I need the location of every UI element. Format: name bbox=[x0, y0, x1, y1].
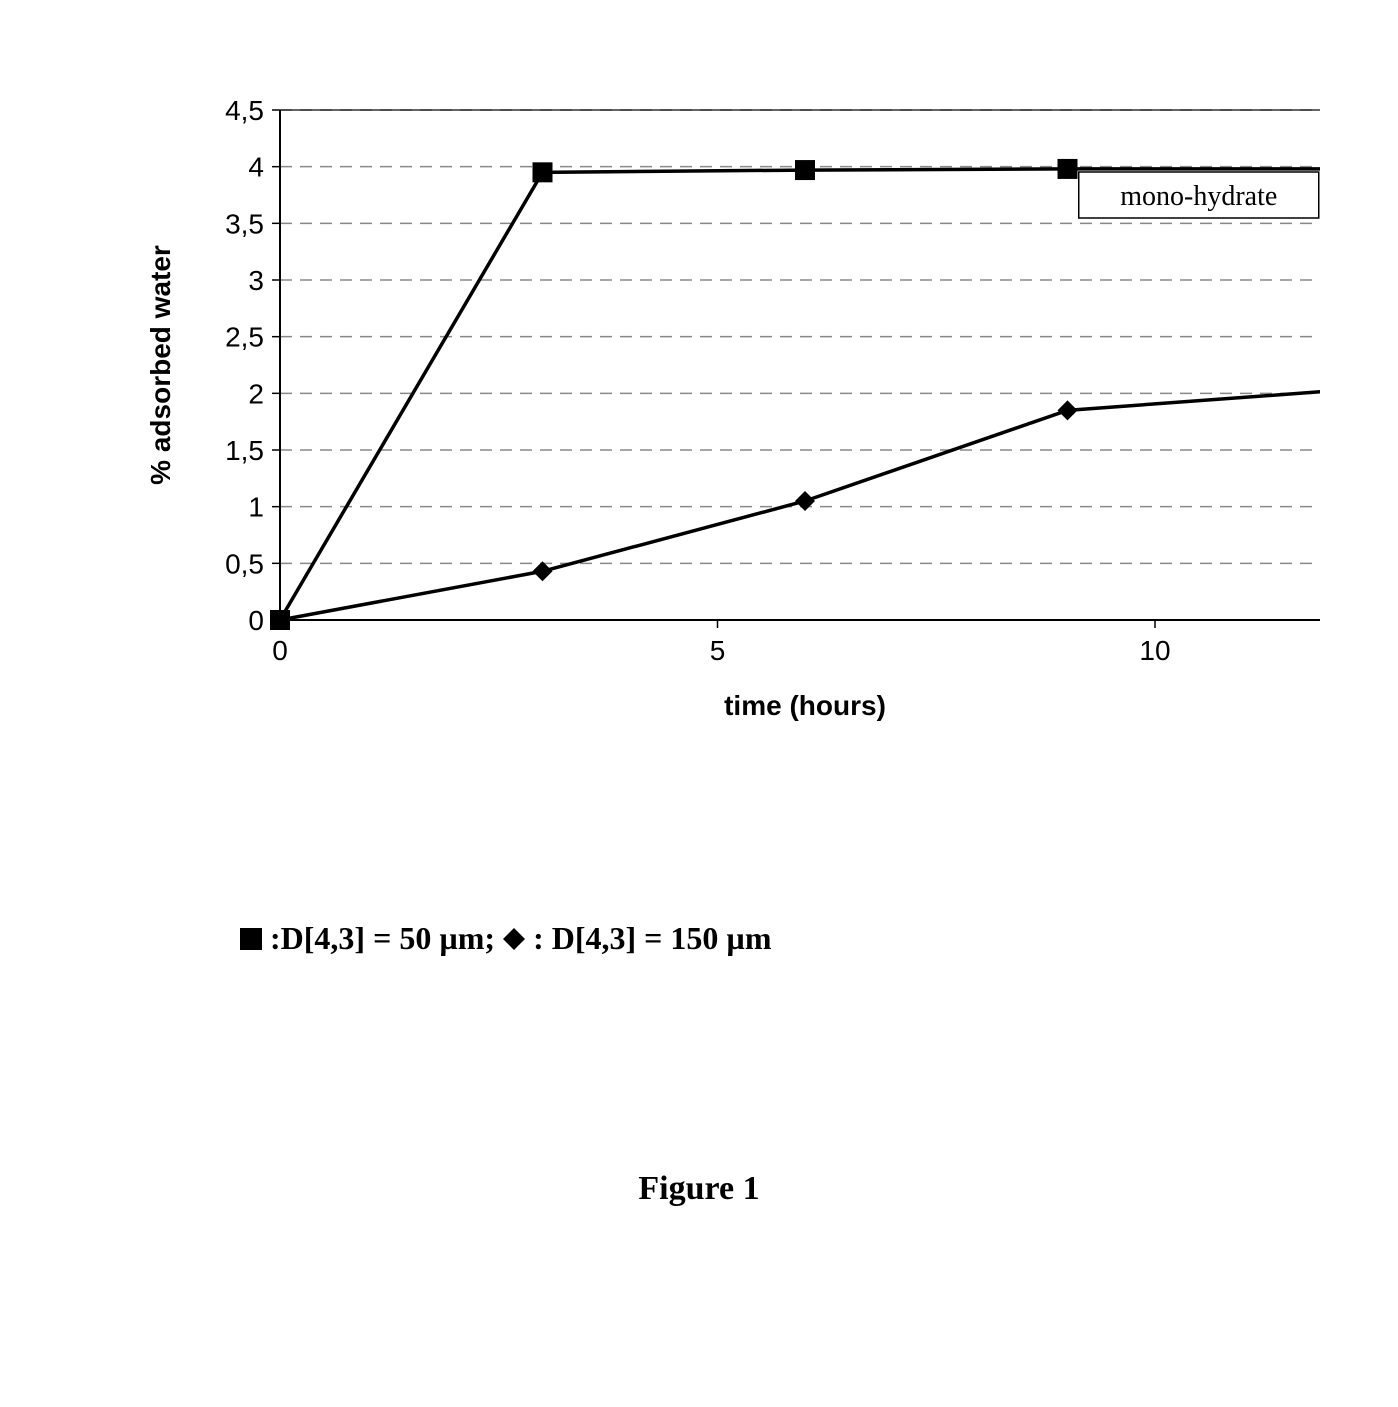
svg-text:% adsorbed water: % adsorbed water bbox=[145, 245, 176, 485]
svg-text:time (hours): time (hours) bbox=[724, 690, 886, 721]
svg-text:0: 0 bbox=[248, 605, 264, 636]
square-marker-icon bbox=[240, 928, 262, 950]
svg-text:0: 0 bbox=[272, 635, 288, 666]
diamond-marker-icon bbox=[503, 928, 525, 950]
svg-text:5: 5 bbox=[710, 635, 726, 666]
legend-text-1: :D[4,3] = 50 µm; bbox=[270, 920, 495, 957]
svg-text:3: 3 bbox=[248, 265, 264, 296]
svg-text:10: 10 bbox=[1139, 635, 1170, 666]
chart-area: 0 0,5 1 1,5 2 2,5 3 3,5 4 4,5 0 5 10 time (hours) % ad… bbox=[120, 80, 1320, 780]
legend-line: :D[4,3] = 50 µm; : D[4,3] = 150 µm bbox=[240, 920, 771, 957]
figure-title: Figure 1 bbox=[40, 1170, 1358, 1208]
svg-text:2,5: 2,5 bbox=[225, 322, 264, 353]
svg-text:1,5: 1,5 bbox=[225, 435, 264, 466]
svg-text:4,5: 4,5 bbox=[225, 95, 264, 126]
svg-text:1: 1 bbox=[248, 492, 264, 523]
svg-text:2: 2 bbox=[248, 378, 264, 409]
svg-text:mono-hydrate: mono-hydrate bbox=[1120, 181, 1277, 212]
svg-text:4: 4 bbox=[248, 152, 264, 183]
legend-text-2: : D[4,3] = 150 µm bbox=[533, 920, 771, 957]
svg-text:3,5: 3,5 bbox=[225, 208, 264, 239]
svg-text:0,5: 0,5 bbox=[225, 548, 264, 579]
